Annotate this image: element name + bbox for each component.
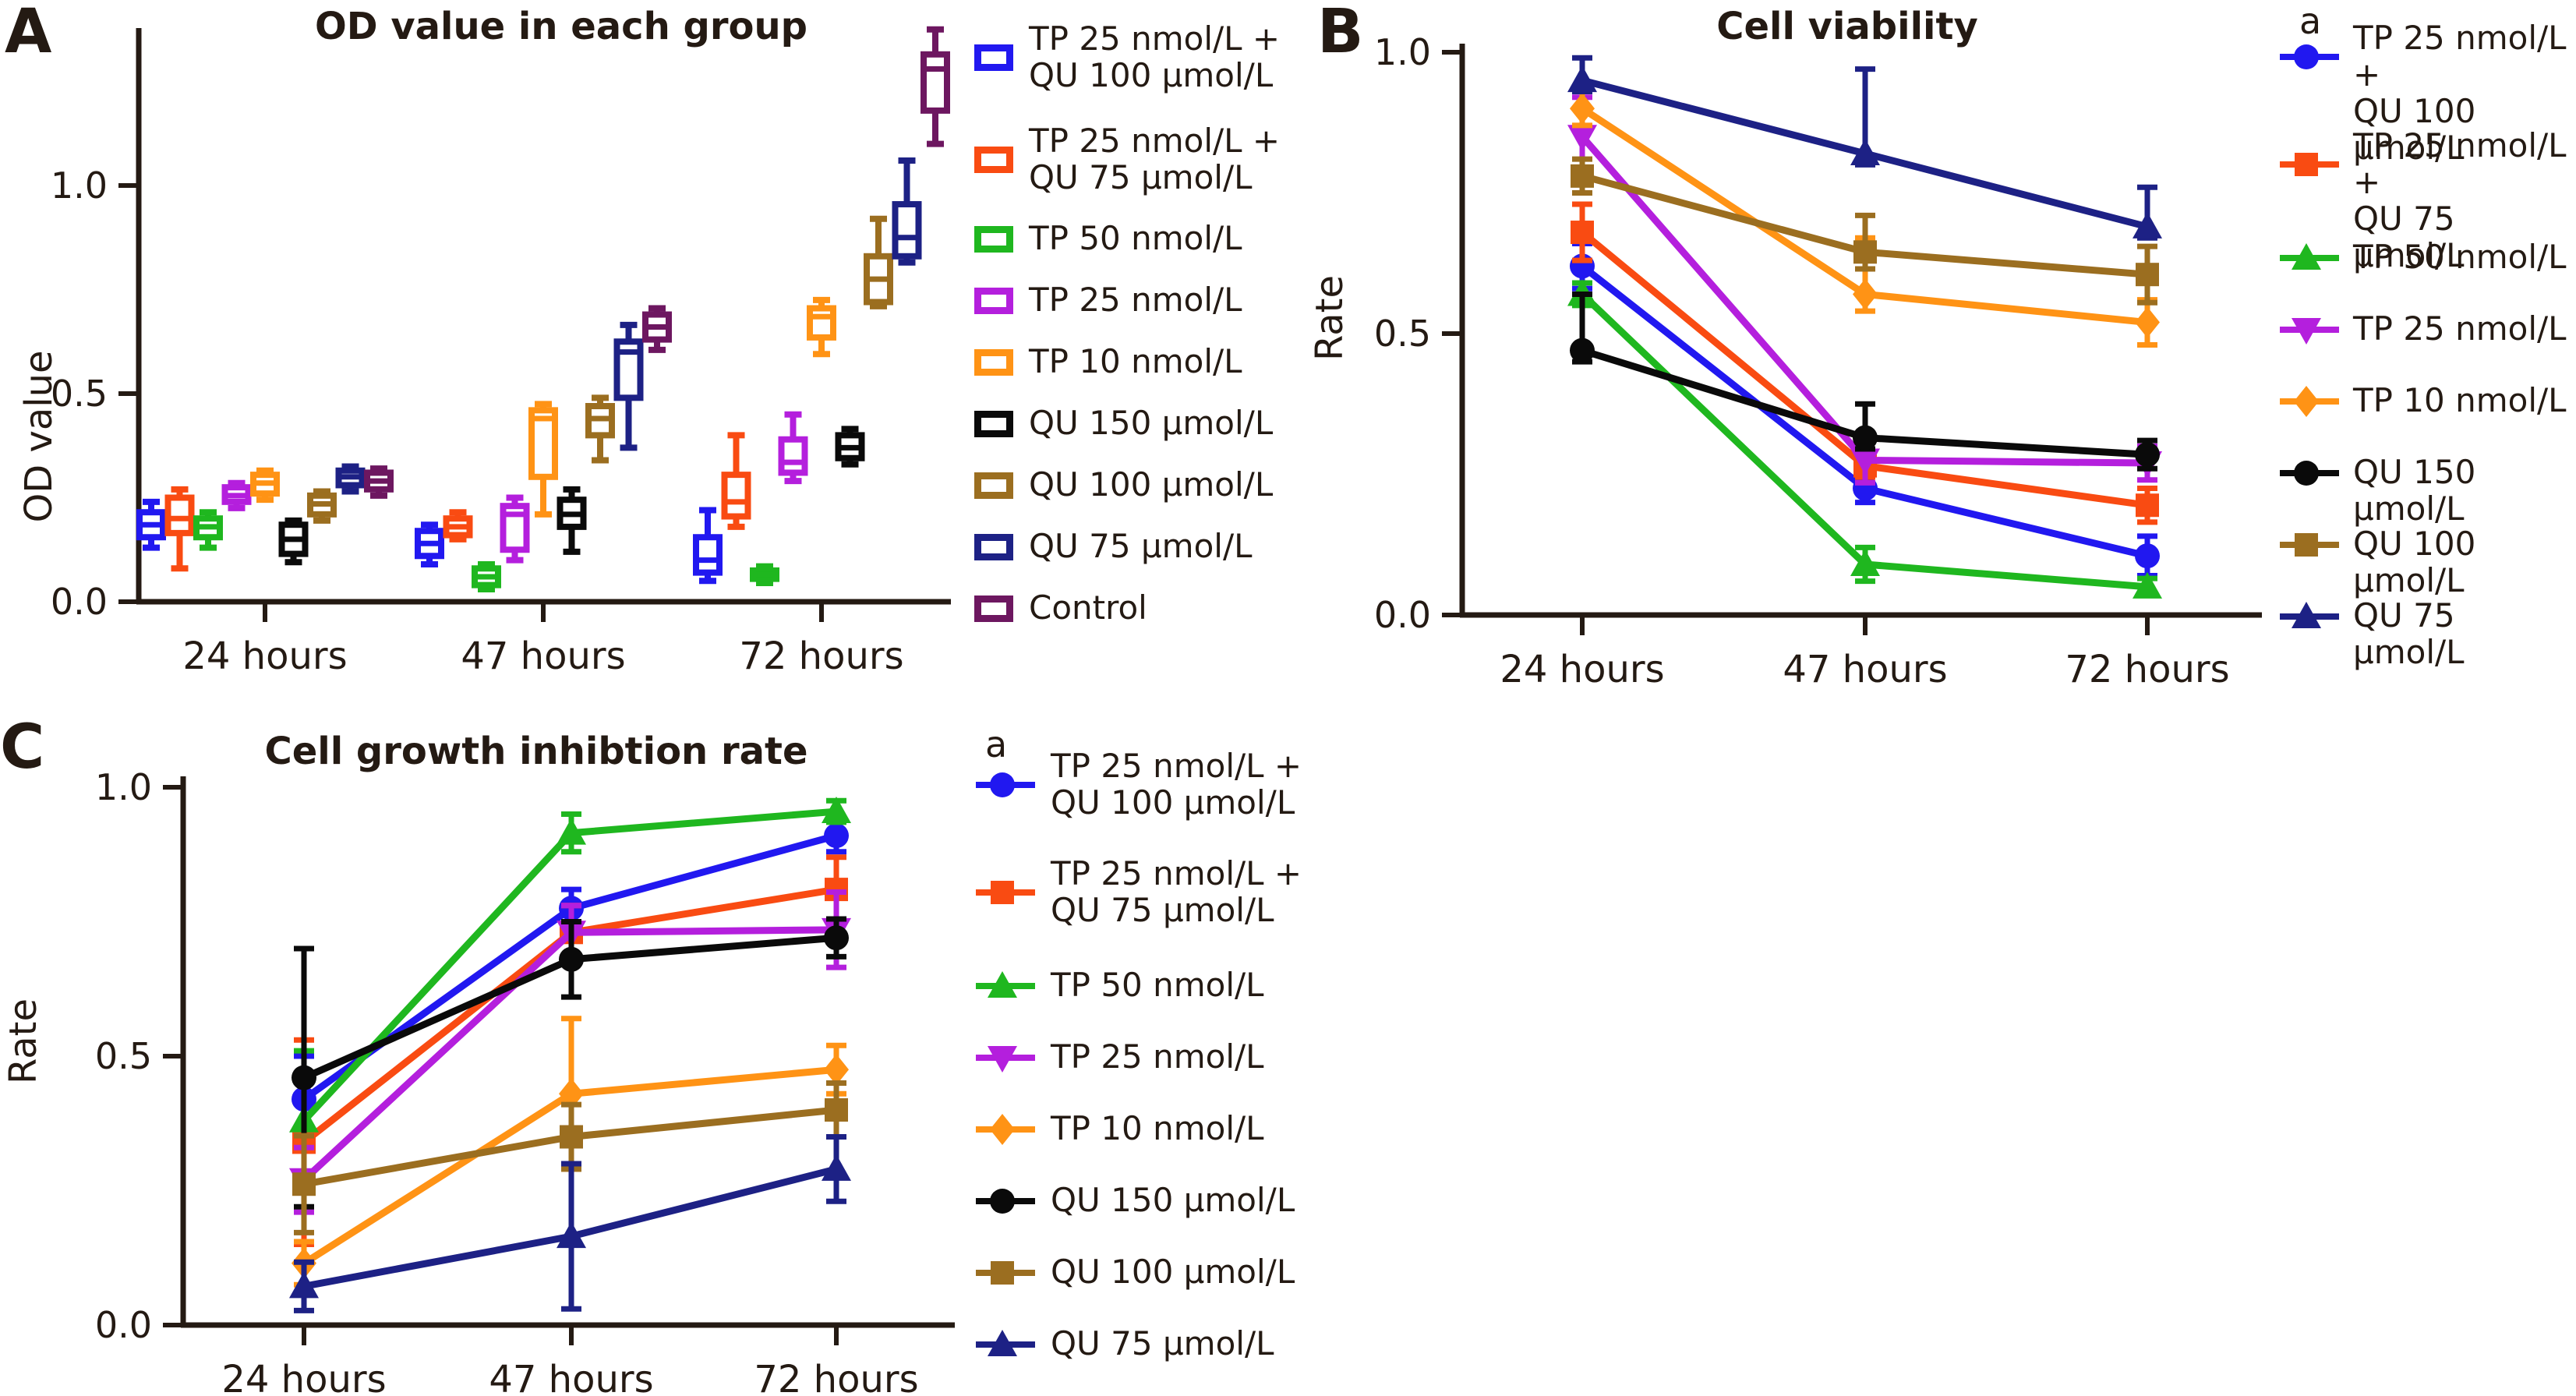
panel-b-letter: B — [1317, 0, 1364, 67]
marker-circle — [1570, 338, 1595, 363]
marker-square — [825, 1098, 848, 1122]
marker-triangle-up — [557, 818, 586, 845]
box-body — [585, 403, 615, 439]
panel-c-y-axis-label: Rate — [2, 998, 45, 1085]
panel-c-plot: 0.0 0.5 1.0 24 hours 47 hours 72 hours — [95, 766, 955, 1396]
x-tick-label: 72 hours — [739, 634, 903, 678]
marker-square — [1853, 240, 1877, 264]
marker-square — [560, 1125, 583, 1149]
marker-triangle-up — [822, 1154, 851, 1181]
marker-square — [1571, 164, 1594, 188]
marker-triangle-up — [2133, 211, 2162, 239]
panel-a-y-axis-label: OD value — [17, 350, 61, 523]
marker-triangle-down — [1567, 125, 1597, 152]
marker-triangle-up — [1850, 138, 1880, 165]
marker-circle — [2135, 543, 2160, 569]
marker-diamond — [559, 1078, 584, 1110]
panel-b-title: Cell viability — [1716, 5, 1978, 48]
x-tick-label: 47 hours — [489, 1358, 653, 1396]
panel-b-plot: 0.0 0.5 1.0 24 hours 47 hours 72 hours — [1374, 31, 2262, 691]
marker-triangle-up — [289, 1271, 319, 1299]
marker-circle — [292, 1065, 316, 1090]
marker-circle — [824, 925, 849, 951]
panel-c-significance-annotation: a — [985, 723, 1008, 765]
box-body — [778, 436, 808, 476]
panel-b-y-axis-label: Rate — [1308, 274, 1352, 362]
marker-triangle-down — [1850, 448, 1880, 475]
panel-a-title: OD value in each group — [314, 5, 808, 48]
panel-a-letter: A — [5, 0, 52, 67]
y-tick-label: 1.0 — [95, 766, 152, 808]
y-tick-label: 0.0 — [1374, 594, 1431, 636]
marker-square — [2136, 263, 2159, 287]
marker-triangle-up — [1567, 65, 1597, 93]
panel-c-title: Cell growth inhibtion rate — [264, 730, 808, 773]
marker-triangle-up — [2133, 571, 2162, 599]
box-body — [892, 201, 922, 260]
marker-circle — [2135, 442, 2160, 468]
x-tick-label: 72 hours — [2065, 648, 2229, 691]
x-tick-label: 47 hours — [1783, 648, 1947, 691]
x-tick-label: 24 hours — [221, 1358, 386, 1396]
marker-triangle-up — [822, 797, 851, 824]
panel-a-plot: 0.0 0.5 1.0 24 hours 47 hours 72 hours — [51, 26, 951, 678]
panel-c-letter: C — [0, 712, 45, 783]
marker-circle — [559, 946, 584, 972]
y-tick-label: 0.0 — [51, 581, 108, 623]
box-body — [807, 305, 836, 341]
box-body — [721, 472, 751, 520]
marker-square — [292, 1172, 316, 1196]
y-tick-label: 0.5 — [51, 373, 108, 415]
marker-diamond — [824, 1054, 849, 1086]
x-tick-label: 72 hours — [754, 1358, 918, 1396]
box-body — [528, 407, 558, 480]
marker-triangle-up — [1850, 550, 1880, 577]
marker-triangle-up — [557, 1221, 586, 1249]
marker-square — [2136, 493, 2159, 518]
panel-b-significance-annotation: a — [2299, 0, 2322, 42]
y-tick-label: 1.0 — [51, 164, 108, 207]
x-tick-label: 47 hours — [461, 634, 625, 678]
marker-diamond — [1570, 93, 1595, 125]
y-tick-label: 0.5 — [1374, 313, 1431, 355]
box-body — [164, 494, 195, 536]
y-tick-label: 0.0 — [95, 1304, 152, 1346]
box-body — [693, 534, 723, 576]
marker-square — [1571, 221, 1594, 245]
marker-circle — [824, 823, 849, 849]
x-tick-label: 24 hours — [1500, 648, 1664, 691]
y-tick-label: 1.0 — [1374, 31, 1431, 73]
marker-diamond — [1853, 278, 1878, 310]
y-tick-label: 0.5 — [95, 1035, 152, 1077]
marker-circle — [1853, 425, 1878, 451]
box-body — [921, 51, 950, 114]
x-tick-label: 24 hours — [182, 634, 347, 678]
marker-diamond — [2135, 306, 2160, 338]
